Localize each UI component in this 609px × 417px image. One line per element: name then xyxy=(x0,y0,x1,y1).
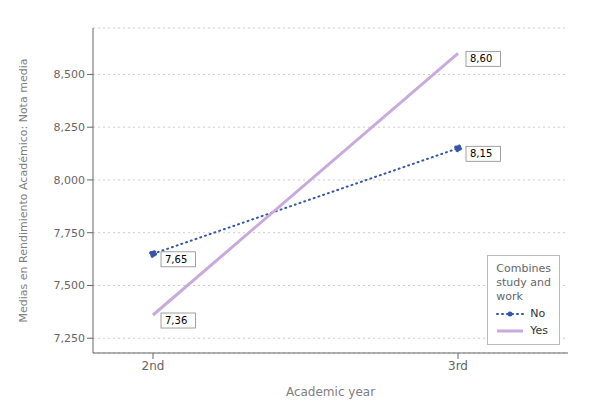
svg-text:7,65: 7,65 xyxy=(165,254,187,265)
svg-text:Academic year: Academic year xyxy=(286,385,375,399)
svg-text:7,250: 7,250 xyxy=(54,332,86,345)
html-text:Combines: Combines xyxy=(496,262,551,275)
svg-text:7,36: 7,36 xyxy=(165,315,187,326)
svg-text:Medias en Rendimiento Académic: Medias en Rendimiento Académico: Nota me… xyxy=(17,59,30,323)
svg-text:8,60: 8,60 xyxy=(470,53,492,64)
svg-text:7,750: 7,750 xyxy=(54,227,86,240)
svg-text:3rd: 3rd xyxy=(448,359,468,373)
svg-text:8,250: 8,250 xyxy=(54,121,86,134)
html-text:Yes: Yes xyxy=(530,324,549,337)
html-text:work: work xyxy=(496,290,523,303)
svg-text:8,15: 8,15 xyxy=(470,148,492,159)
svg-text:8,000: 8,000 xyxy=(54,174,86,187)
svg-text:7,500: 7,500 xyxy=(54,279,86,292)
svg-text:8,500: 8,500 xyxy=(54,68,86,81)
html-text:study and: study and xyxy=(496,276,551,289)
html-text:No: No xyxy=(530,307,546,320)
svg-text:2nd: 2nd xyxy=(142,359,165,373)
